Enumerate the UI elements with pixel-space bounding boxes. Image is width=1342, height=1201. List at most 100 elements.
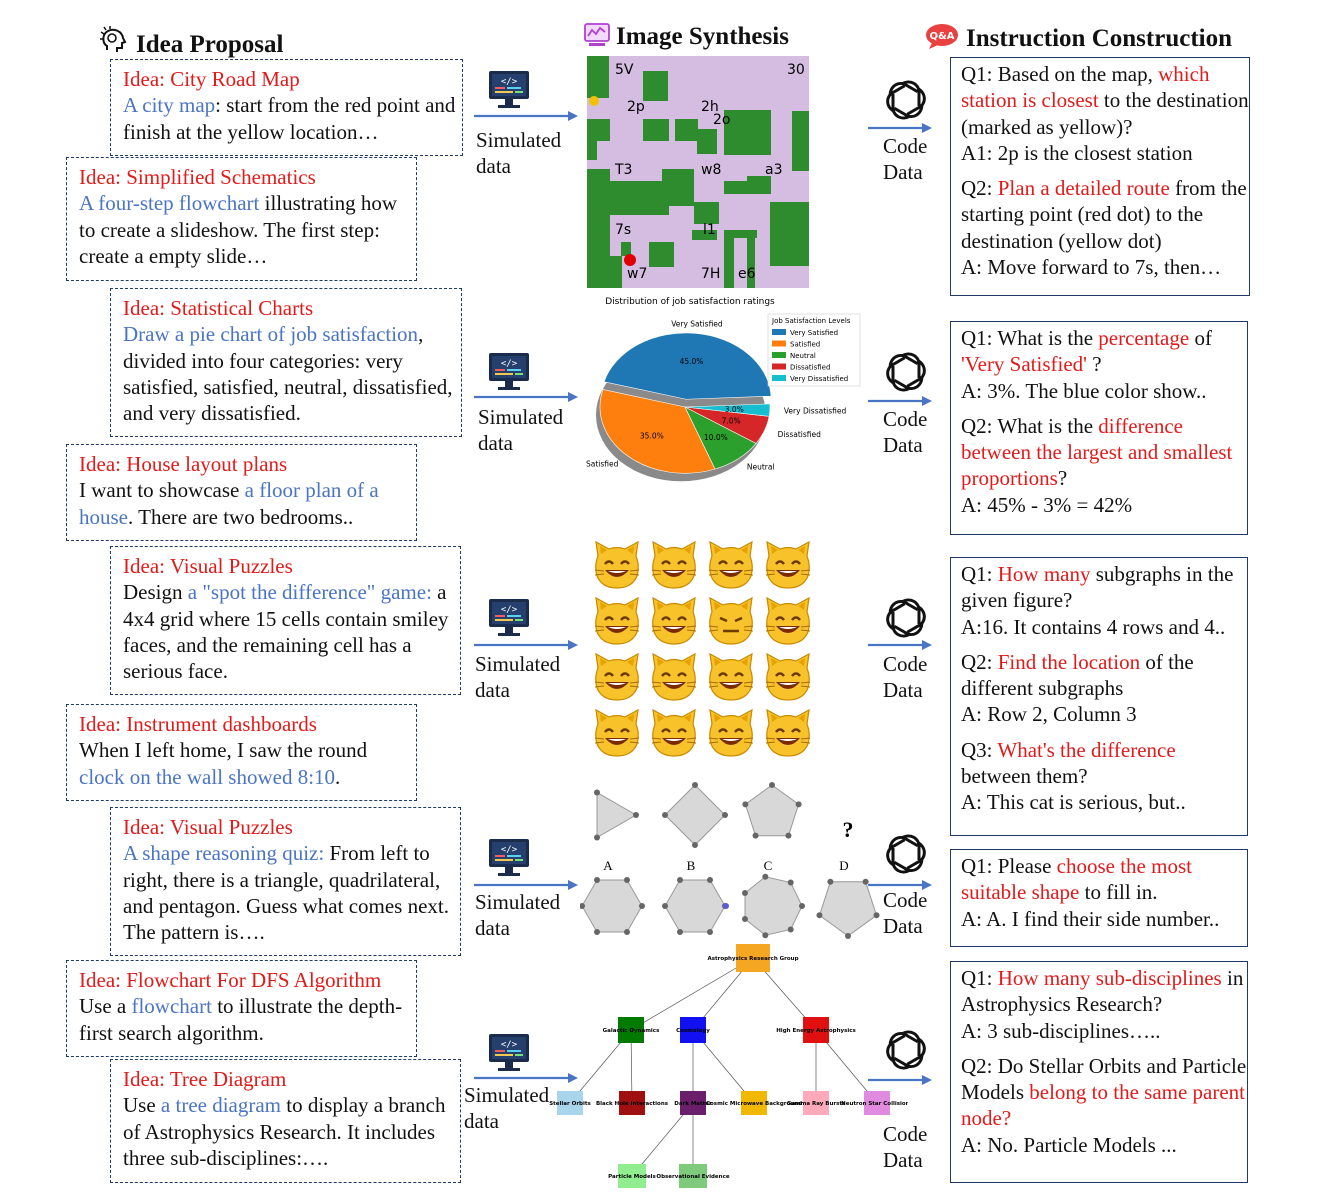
vertex-dot	[594, 877, 600, 884]
map-station-label: 2o	[713, 112, 730, 128]
code-monitor-icon: </>	[488, 838, 530, 883]
code-data-label: Code Data	[883, 133, 927, 185]
tree-node-box	[803, 1091, 829, 1115]
map-station-label: w7	[627, 266, 647, 282]
question-highlight: difference between the largest and small…	[961, 413, 1233, 491]
question-part: Q1: Please	[961, 854, 1057, 878]
simulated-data-label: Simulated data	[464, 1082, 549, 1134]
simulated-word: Simulated	[476, 128, 562, 152]
tree-node-box	[679, 1164, 707, 1188]
data-word: Data	[883, 1148, 923, 1172]
idea-description: Use a tree diagram to display a branch o…	[123, 1093, 445, 1170]
tree-node-box	[557, 1091, 583, 1115]
qa-box-1: Q1: What is the percentage of 'Very Sati…	[950, 321, 1248, 535]
tree-node-label: High Energy Astrophysics	[776, 1028, 856, 1034]
idea-highlight: a floor plan of a house	[79, 478, 379, 529]
answer-text: A:16. It contains 4 rows and 4..	[961, 614, 1226, 639]
tree-node-box	[680, 1091, 706, 1115]
polygon-shape	[581, 879, 643, 933]
svg-text:</>: </>	[501, 359, 518, 369]
tree-node-label: Dark Matter	[674, 1101, 712, 1107]
vertex-dot	[639, 903, 645, 909]
legend-swatch	[772, 363, 786, 370]
idea-description: I want to showcase a floor plan of a hou…	[79, 478, 379, 528]
idea-text: to illustrate the depth-first search alg…	[79, 994, 403, 1045]
vertex-dot	[741, 916, 748, 923]
smiley-cat-face-icon	[649, 708, 699, 763]
question-part: Q2:	[961, 176, 998, 201]
vertex-dot	[624, 877, 630, 884]
smiley-cat-face-icon	[763, 596, 813, 651]
tree-node: Cosmic Microwave Background	[706, 1091, 802, 1115]
question-part: Q1: What is the	[961, 326, 1099, 350]
tree-node: Black Hole Interactions	[596, 1091, 669, 1115]
map-station-label: 7H	[701, 266, 720, 282]
qa-item: Q1: Based on the map, which station is c…	[961, 61, 1249, 166]
simulated-data-label: Simulated data	[475, 889, 560, 941]
simulated-word: Simulated	[478, 405, 564, 429]
header-instruction-construction: Q&A Instruction Construction	[924, 22, 1232, 57]
question-part: to the destination (marked as yellow)?	[961, 88, 1249, 139]
smiley-cat-face-icon	[649, 540, 699, 595]
tree-node: Observational Evidence	[656, 1164, 730, 1188]
code-word: Code	[883, 1122, 928, 1146]
question-part: between them?	[961, 764, 1088, 789]
idea-box-1: Idea: Simplified Schematics A four-step f…	[66, 157, 417, 281]
pie-slice	[603, 332, 772, 400]
polygon-shape	[664, 784, 726, 846]
question-part: from the starting point (red dot) to the…	[961, 176, 1247, 253]
vertex-dot	[633, 812, 639, 818]
idea-title: Idea: Instrument dashboards	[79, 712, 317, 736]
legend-swatch	[772, 352, 786, 358]
polygon-shape	[744, 876, 803, 936]
idea-description: A city map: start from the red point and…	[123, 93, 455, 143]
legend-title: Job Satisfaction Levels	[771, 317, 851, 325]
svg-text:</>: </>	[501, 605, 518, 615]
vertex-dot	[677, 877, 683, 884]
qa-item: Q2: Find the location of the different s…	[961, 649, 1247, 728]
idea-text: : start from the red point and finish at…	[123, 93, 456, 144]
smiley-cat-face-icon	[592, 540, 642, 595]
flow-arrow	[474, 1071, 580, 1089]
question-text: Q2: Find the location of the different s…	[961, 650, 1194, 700]
question-text: Q1: How many subgraphs in the given figu…	[961, 562, 1233, 612]
idea-description: Design a "spot the difference" game: a 4…	[123, 580, 448, 683]
pie-percent-label: 10.0%	[704, 433, 728, 442]
idea-title: Idea: Visual Puzzles	[123, 815, 293, 839]
idea-box-6: Idea: Visual Puzzles A shape reasoning qu…	[110, 807, 461, 956]
idea-box-0: Idea: City Road Map A city map: start fro…	[110, 59, 463, 156]
map-station-label: 7s	[615, 222, 631, 238]
smiley-cat-face-icon	[763, 540, 813, 595]
tree-node: High Energy Astrophysics	[776, 1017, 857, 1043]
code-data-label: Code Data	[883, 651, 927, 703]
legend-entry: Neutral	[790, 352, 816, 360]
answer-text: A: 3%. The blue color show..	[961, 378, 1207, 403]
tree-node: Astrophysics Research Group	[707, 944, 799, 972]
tree-node: Particle Models	[608, 1164, 657, 1188]
question-text: Q1: Based on the map, which station is c…	[961, 62, 1249, 139]
answer-text: A: A. I find their side number..	[961, 906, 1220, 931]
idea-description: A shape reasoning quiz: From left to rig…	[123, 841, 449, 944]
qa-item: Q2: What is the difference between the l…	[961, 413, 1247, 518]
openai-logo-icon	[884, 1028, 928, 1077]
simulated-word: Simulated	[464, 1083, 550, 1107]
tree-node-label: Cosmic Microwave Background	[706, 1101, 802, 1107]
answer-text: A: Move forward to 7s, then…	[961, 255, 1222, 280]
smiley-cat-face-icon	[763, 708, 813, 763]
smiley-cat-face-icon	[706, 540, 756, 595]
question-part: Q2: Do Stellar Orbits and Particle Model…	[961, 1053, 1247, 1105]
question-text: Q2: Plan a detailed route from the start…	[961, 176, 1247, 253]
question-part: of the different subgraphs	[961, 649, 1194, 701]
vertex-dot	[722, 812, 728, 818]
answer-text: A: Row 2, Column 3	[961, 702, 1137, 727]
vertex-dot	[795, 801, 802, 808]
simulated-word: Simulated	[475, 652, 561, 676]
idea-title: Idea: City Road Map	[123, 67, 300, 91]
legend-entry: Satisfied	[790, 341, 820, 349]
qa-box-0: Q1: Based on the map, which station is c…	[950, 57, 1250, 296]
idea-title: Idea: Tree Diagram	[123, 1067, 287, 1091]
chart-monitor-icon	[584, 22, 610, 55]
cat-face-grid	[592, 540, 820, 757]
idea-box-2: Idea: Statistical Charts Draw a pie chart…	[110, 288, 462, 437]
smiley-cat-face-icon	[649, 596, 699, 651]
